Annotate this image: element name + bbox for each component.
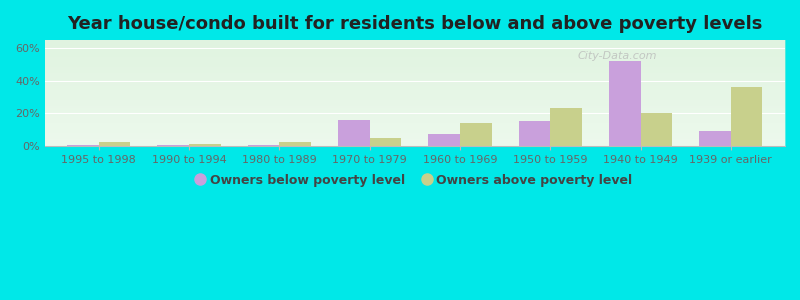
- Bar: [731, 87, 762, 146]
- Bar: [370, 138, 402, 146]
- Bar: [428, 134, 460, 146]
- Bar: [609, 61, 641, 146]
- Bar: [550, 108, 582, 146]
- Bar: [98, 142, 130, 146]
- Bar: [518, 122, 550, 146]
- Bar: [641, 113, 672, 146]
- Bar: [67, 145, 98, 146]
- Bar: [189, 144, 221, 146]
- Title: Year house/condo built for residents below and above poverty levels: Year house/condo built for residents bel…: [67, 15, 762, 33]
- Bar: [338, 120, 370, 146]
- Legend: Owners below poverty level, Owners above poverty level: Owners below poverty level, Owners above…: [192, 169, 638, 192]
- Bar: [248, 145, 279, 146]
- Bar: [460, 123, 491, 146]
- Text: City-Data.com: City-Data.com: [578, 51, 657, 61]
- Bar: [158, 145, 189, 146]
- Bar: [699, 131, 731, 146]
- Bar: [279, 142, 311, 146]
